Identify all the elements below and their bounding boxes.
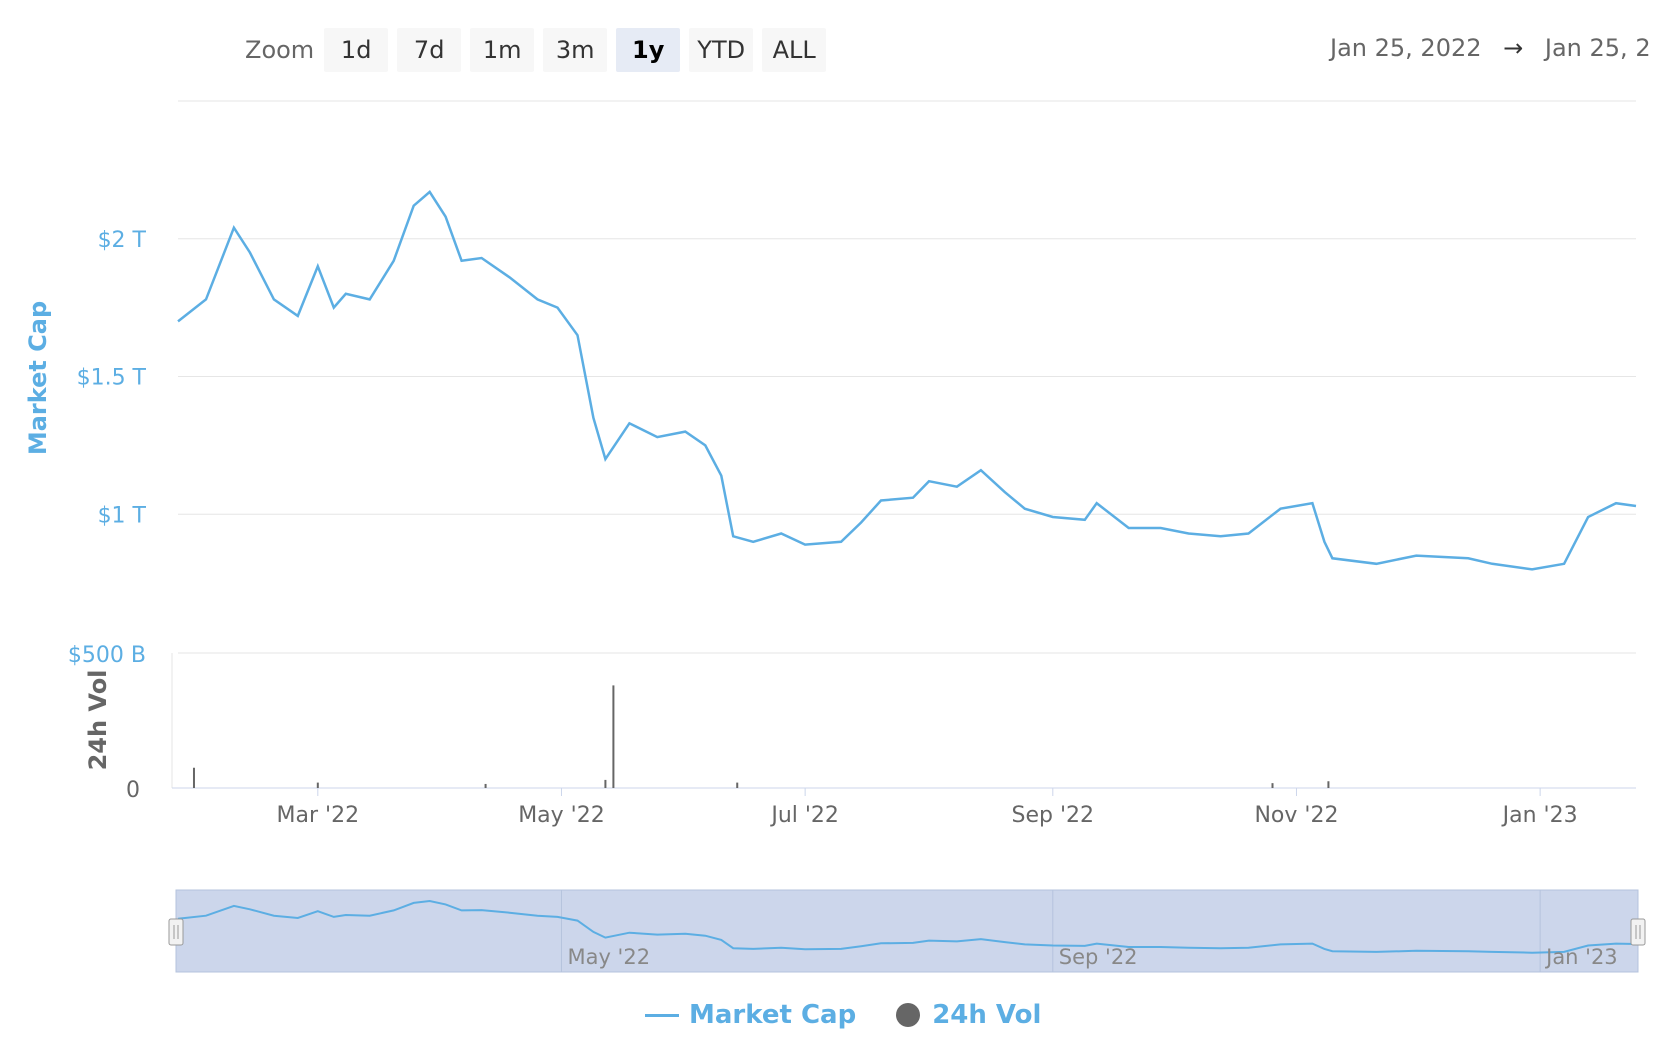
zoom-7d-button[interactable]: 7d [397,28,462,72]
x-tick-label: Jan '23 [1501,803,1578,828]
volume-bar [736,782,739,788]
volume-bar [1271,783,1274,788]
legend-volume[interactable]: 24h Vol [896,1000,1041,1030]
y-tick-label: $1.5 T [77,366,147,391]
legend-volume-label: 24h Vol [932,1000,1042,1030]
volume-bar [612,685,615,788]
zoom-label: Zoom [245,36,315,64]
legend-line-icon [645,1013,679,1017]
navigator-tick-label: Sep '22 [1059,945,1138,969]
legend-market-cap-label: Market Cap [689,1000,857,1030]
navigator-right-handle[interactable] [1630,918,1646,946]
zoom-1y-button[interactable]: 1y [616,28,681,72]
volume-tick-label: 0 [126,778,140,803]
volume-bar [484,783,487,788]
range-to-input[interactable]: Jan 25, 2 [1544,34,1651,62]
volume-axis-title: 24h Vol [84,670,112,771]
navigator-line [177,899,1637,954]
range-arrow-icon: → [1503,34,1524,62]
zoom-ytd-button[interactable]: YTD [689,28,754,72]
x-tick-label: Sep '22 [1012,803,1095,828]
y-tick-label: $1 T [98,503,147,528]
volume-bar [604,779,607,788]
volume-bar [192,767,195,788]
zoom-1m-button[interactable]: 1m [470,28,535,72]
zoom-3m-button[interactable]: 3m [543,28,608,72]
x-tick-label: Jul '22 [769,803,839,828]
x-tick-label: May '22 [518,803,605,828]
x-tick-label: Nov '22 [1254,803,1338,828]
navigator-tick-label: Jan '23 [1544,945,1618,969]
x-tick-label: Mar '22 [277,803,360,828]
navigator-left-handle[interactable] [168,918,184,946]
legend-market-cap[interactable]: Market Cap [645,1000,856,1030]
market-cap-line [177,190,1637,571]
legend: Market Cap 24h Vol [645,1000,1081,1030]
zoom-all-button[interactable]: ALL [762,28,827,72]
zoom-1d-button[interactable]: 1d [324,28,389,72]
zoom-toolbar: Zoom 1d 7d 1m 3m 1y YTD ALL [245,28,835,72]
navigator-selection[interactable] [175,889,1639,973]
legend-dot-icon [896,1003,921,1027]
navigator-tick-label: May '22 [567,945,650,969]
date-range: Jan 25, 2022 → Jan 25, 2 [1330,34,1651,62]
volume-tick-label: $500 B [68,643,146,668]
range-from-input[interactable]: Jan 25, 2022 [1330,34,1482,62]
volume-bar [316,782,319,788]
volume-bar [1327,781,1330,788]
y-tick-label: $2 T [98,228,147,253]
market-cap-axis-title: Market Cap [24,301,52,455]
